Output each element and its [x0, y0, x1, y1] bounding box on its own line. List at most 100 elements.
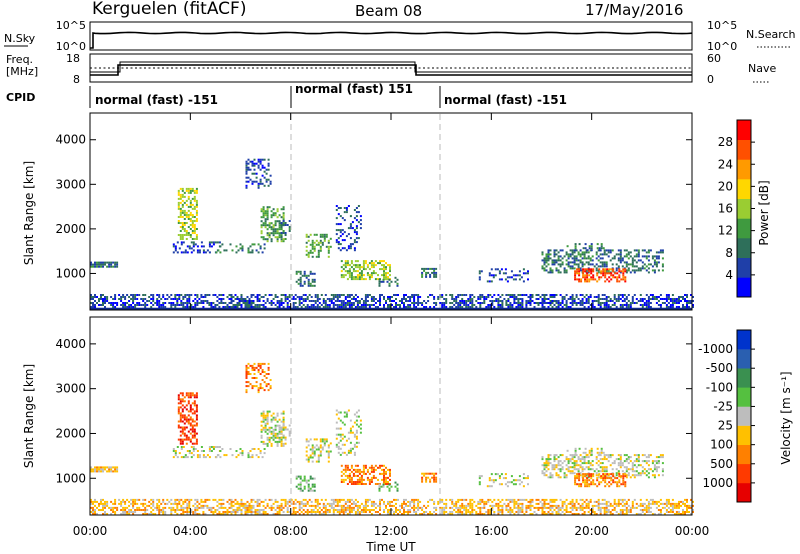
heatmap-cell: [589, 513, 592, 515]
heatmap-cell: [429, 498, 432, 501]
heatmap-cell: [360, 474, 363, 477]
heatmap-cell: [605, 300, 608, 302]
heatmap-cell: [355, 429, 358, 432]
heatmap-cell: [306, 296, 309, 298]
heatmap-cell: [353, 217, 356, 220]
heatmap-cell: [575, 513, 578, 515]
heatmap-cell: [372, 470, 375, 473]
heatmap-cell: [114, 513, 117, 515]
heatmap-cell: [368, 509, 371, 511]
heatmap-cell: [236, 502, 239, 505]
heatmap-cell: [619, 251, 622, 254]
heatmap-cell: [561, 296, 564, 298]
heatmap-cell: [688, 302, 690, 304]
heatmap-cell: [210, 509, 213, 511]
heatmap-cell: [192, 245, 195, 248]
heatmap-cell: [597, 271, 600, 274]
heatmap-cell: [343, 423, 346, 426]
heatmap-cell: [505, 300, 508, 302]
heatmap-cell: [423, 472, 426, 475]
heatmap-cell: [94, 470, 96, 473]
heatmap-cell: [181, 432, 184, 435]
heatmap-cell: [399, 300, 401, 302]
heatmap-cell: [588, 280, 591, 283]
heatmap-cell: [314, 302, 317, 304]
heatmap-cell: [613, 502, 616, 505]
heatmap-cell: [350, 302, 353, 304]
heatmap-cell: [267, 168, 270, 171]
heatmap-cell: [194, 298, 197, 300]
heatmap-cell: [647, 502, 650, 505]
heatmap-cell: [114, 261, 117, 264]
heatmap-cell: [310, 504, 313, 507]
heatmap-cell: [270, 210, 273, 213]
heatmap-cell: [637, 269, 640, 272]
heatmap-cell: [643, 509, 646, 511]
heatmap-cell: [413, 500, 416, 503]
heatmap-cell: [583, 506, 586, 509]
heatmap-cell: [259, 160, 262, 163]
heatmap-cell: [202, 245, 205, 248]
heatmap-cell: [210, 511, 213, 513]
heatmap-cell: [443, 509, 446, 511]
heatmap-cell: [621, 265, 624, 268]
heatmap-cell: [449, 498, 452, 501]
heatmap-cell: [393, 306, 395, 308]
heatmap-cell: [537, 294, 540, 296]
heatmap-cell: [657, 300, 660, 302]
heatmap-cell: [154, 302, 157, 304]
heatmap-cell: [362, 262, 365, 265]
heatmap-cell: [172, 304, 175, 306]
heatmap-cell: [364, 260, 367, 263]
heatmap-cell: [617, 259, 620, 262]
heatmap-cell: [126, 294, 129, 296]
heatmap-cell: [190, 452, 193, 455]
heatmap-cell: [250, 306, 253, 308]
heatmap-cell: [613, 509, 616, 511]
heatmap-cell: [360, 272, 363, 275]
heatmap-cell: [191, 230, 194, 232]
heatmap-cell: [360, 478, 363, 481]
heatmap-cell: [425, 275, 428, 278]
heatmap-cell: [102, 468, 104, 471]
heatmap-cell: [603, 249, 606, 252]
heatmap-cell: [270, 426, 273, 429]
heatmap-cell: [284, 232, 287, 234]
heatmap-cell: [198, 502, 201, 505]
heatmap-cell: [148, 296, 151, 298]
heatmap-cell: [206, 249, 209, 252]
heatmap-cell: [362, 260, 365, 263]
heatmap-cell: [533, 302, 536, 304]
heatmap-cell: [358, 264, 361, 267]
heatmap-cell: [311, 272, 314, 275]
heatmap-cell: [366, 500, 369, 503]
heatmap-cell: [335, 209, 338, 211]
heatmap-cell: [315, 239, 318, 242]
heatmap-cell: [362, 268, 365, 271]
heatmap-cell: [643, 263, 646, 266]
heatmap-cell: [118, 502, 121, 505]
heatmap-cell: [346, 483, 349, 485]
heatmap-cell: [309, 477, 312, 480]
heatmap-cell: [549, 296, 552, 298]
heatmap-cell: [362, 266, 365, 269]
heatmap-cell: [306, 298, 309, 300]
heatmap-cell: [344, 270, 347, 273]
heatmap-cell: [429, 513, 432, 515]
heatmap-cell: [665, 298, 668, 300]
heatmap-cell: [397, 304, 399, 306]
heatmap-cell: [616, 280, 619, 283]
heatmap-cell: [445, 498, 448, 501]
heatmap-cell: [574, 243, 577, 246]
heatmap-cell: [114, 468, 117, 471]
heatmap-cell: [481, 296, 484, 298]
heatmap-cell: [329, 442, 332, 445]
heatmap-cell: [603, 502, 606, 505]
heatmap-cell: [282, 444, 285, 447]
heatmap-cell: [441, 294, 444, 296]
heatmap-cell: [501, 302, 504, 304]
heatmap-cell: [314, 294, 317, 296]
heatmap-cell: [581, 263, 584, 266]
heatmap-cell: [686, 304, 688, 306]
heatmap-cell: [166, 502, 169, 505]
